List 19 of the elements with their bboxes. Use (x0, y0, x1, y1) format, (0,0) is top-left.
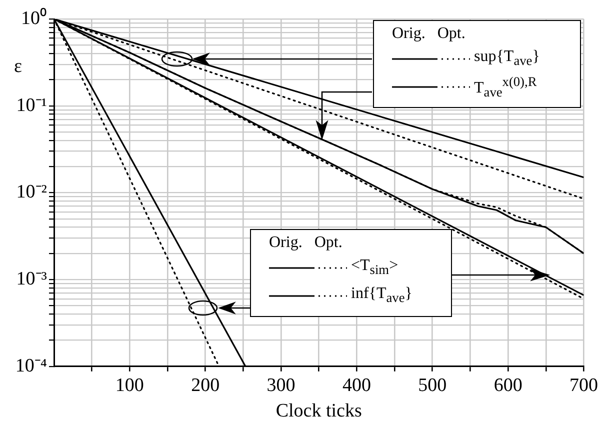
x-axis-title: Clock ticks (276, 400, 362, 422)
y-tick-label: 10⁰ (21, 6, 47, 29)
x-tick-label: 100 (115, 374, 144, 396)
x-tick-label: 200 (191, 374, 220, 396)
legend-label: inf{T$_{ave}$} (351, 285, 412, 307)
y-tick-label: 10⁻⁴ (15, 355, 48, 376)
x-tick-label: 600 (494, 374, 522, 396)
y-tick-label: 10⁻² (16, 182, 48, 203)
legend-label: <T$_{sim}$> (351, 257, 398, 279)
legend-label: sup{T$_{ave}$} (474, 48, 540, 70)
x-tick-label: 400 (342, 374, 371, 396)
text: Orig. Opt. (269, 234, 342, 251)
x-tick-label: 300 (266, 374, 296, 396)
y-axis-title: ε (14, 56, 22, 78)
y-tick-label: 10⁻³ (16, 268, 48, 290)
x-tick-label: 500 (418, 374, 447, 396)
legend-title: Orig. Opt. (392, 25, 466, 43)
y-tick-label: 10⁻¹ (16, 94, 48, 116)
x-tick-label: 700 (570, 374, 598, 396)
